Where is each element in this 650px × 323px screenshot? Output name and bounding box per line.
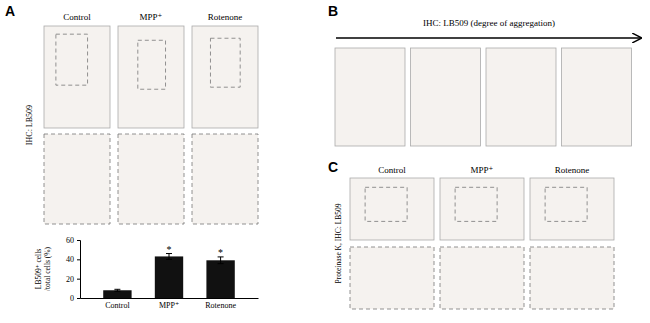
bar [103,290,131,298]
tick: 40 [66,255,80,264]
tick-mark [77,259,80,260]
tick: 0 [70,294,80,303]
image-placeholder [44,134,110,224]
image-placeholder [530,178,614,240]
tick-label: 40 [66,255,74,264]
tick: 20 [66,275,80,284]
tick-label: 20 [66,275,74,284]
row-label: IHC: LB509 [25,105,34,145]
tick-mark [77,298,80,299]
axis-title-line: LB509⁺ cells [34,249,43,289]
row-label: Proteinase K, IHC: LB509 [334,203,343,283]
annotation: * [167,244,172,255]
tick-label: 60 [66,236,74,245]
image-placeholder [350,247,434,309]
error-bar [218,257,224,264]
row-label: IHC: LB509 (degree of aggregation) [423,18,555,28]
inset-box [545,187,587,221]
column-label: Rotenone [208,12,243,22]
image-placeholder [530,247,614,309]
tick-label: Control [105,301,130,310]
panel-label: B [328,3,338,19]
arrow [336,37,641,38]
inset-box [365,187,407,221]
inset-box [56,34,88,85]
tick: Control [105,301,130,310]
tick: Rotenone [205,301,236,310]
tick-mark [77,240,80,241]
bar [155,256,183,298]
error-bar-line [114,289,120,290]
column-label: Rotenone [555,165,590,175]
error-bar-line [166,259,172,260]
bar [206,260,234,298]
image-placeholder [335,48,405,146]
annotation: * [218,247,223,258]
image-placeholder [350,178,434,240]
error-bar [114,289,120,291]
image-placeholder [44,26,110,128]
x-axis: Control MPP⁺ Rotenone [81,299,259,310]
inset-box [210,38,240,87]
tick-label: 0 [70,294,74,303]
image-placeholder [192,134,258,224]
tick-mark [77,279,80,280]
axis-line [77,241,81,299]
axis-title: LB509⁺ cells/total cells (%) [34,246,52,291]
figure: A Control MPP⁺ Rotenone IHC: LB509 0 20 40 60 Con… [0,0,650,323]
tick-label: MPP⁺ [159,301,179,310]
image-placeholder [118,134,184,224]
tick-label: Rotenone [205,301,236,310]
inset-box [138,40,166,89]
inset-box [455,187,497,221]
panel-label: A [5,3,15,19]
column-label: Control [378,165,406,175]
y-axis: 0 20 40 60 [66,236,81,303]
image-placeholder [118,26,184,128]
image-placeholder [192,26,258,128]
column-label: MPP⁺ [471,165,494,175]
error-bar-line [218,263,224,264]
tick: MPP⁺ [159,301,179,310]
image-placeholder [440,247,524,309]
axis-title-line: /total cells (%) [43,246,52,291]
column-label: Control [63,12,91,22]
image-placeholder [562,48,632,146]
error-bar-line [114,291,120,292]
error-bar-line [220,257,221,264]
image-placeholder [411,48,481,146]
column-label: MPP⁺ [140,12,163,22]
image-placeholder [486,48,556,146]
panel-label: C [328,159,338,175]
image-placeholder [440,178,524,240]
plot-area [103,254,235,298]
axis-line [81,298,259,299]
tick: 60 [66,236,80,245]
